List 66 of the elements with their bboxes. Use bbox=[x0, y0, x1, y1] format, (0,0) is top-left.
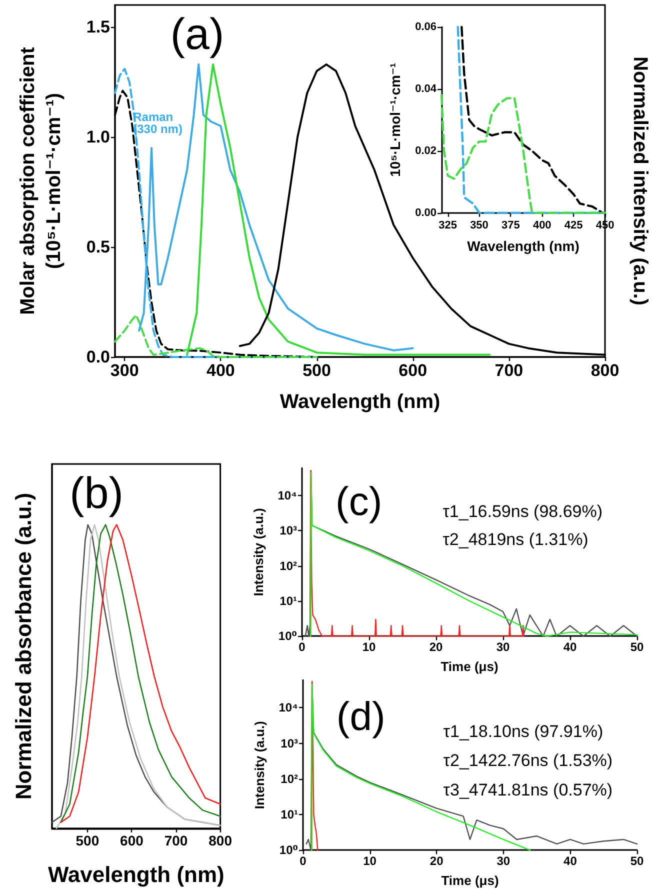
x-tick-label: 30 bbox=[496, 854, 510, 868]
x-tick-label: 700 bbox=[494, 361, 524, 380]
x-tick-label: 400 bbox=[532, 219, 552, 232]
x-tick-label: 350 bbox=[470, 219, 488, 232]
x-tick-label: 500 bbox=[76, 832, 100, 848]
x-tick-label: 20 bbox=[429, 640, 443, 654]
y-tick-label: 10¹ bbox=[280, 808, 298, 822]
y-tick-label: 10³ bbox=[280, 736, 298, 750]
annotation: τ1_16.59ns (98.69%) bbox=[442, 502, 603, 521]
y-tick-label: 0.02 bbox=[415, 144, 437, 157]
x-tick-label: 800 bbox=[208, 832, 232, 848]
x-axis-title: Time (μs) bbox=[440, 659, 498, 674]
annotation: (d) bbox=[336, 695, 386, 740]
x-axis-title: Wavelength (nm) bbox=[48, 862, 224, 888]
annotation: τ3_4741.81ns (0.57%) bbox=[443, 780, 613, 800]
annotation: τ2_1422.76ns (1.53%) bbox=[443, 751, 613, 770]
x-tick-label: 600 bbox=[398, 361, 428, 380]
x-tick-label: 40 bbox=[564, 854, 578, 868]
y-axis-title: Intensity (a.u.) bbox=[252, 721, 267, 810]
y-tick-label: 10⁰ bbox=[278, 629, 297, 644]
y-tick-label: 10² bbox=[280, 772, 298, 786]
x-tick-label: 0 bbox=[298, 640, 306, 654]
annotation: τ1_18.10ns (97.91%) bbox=[443, 722, 604, 741]
y-axis-title: Molar absorption coefficient (10⁵·L·mol⁻¹·cm⁻¹) bbox=[17, 46, 65, 315]
y-axis-title: 10⁵·L·mol⁻¹·cm⁻¹ bbox=[387, 62, 404, 177]
y-tick-label: 10⁰ bbox=[279, 843, 298, 858]
x-tick-label: 425 bbox=[564, 219, 583, 232]
y-tick-label: 1.5 bbox=[86, 18, 110, 36]
x-tick-label: 400 bbox=[206, 361, 235, 380]
x-tick-label: 325 bbox=[438, 219, 457, 232]
x-axis-title: Wavelength (nm) bbox=[467, 238, 580, 254]
x-tick-label: 500 bbox=[302, 361, 331, 380]
y-axis-title: Intensity (a.u.) bbox=[250, 508, 266, 596]
y-tick-label: 0.5 bbox=[86, 238, 110, 256]
y-axis-title: Normalized absorbance (a.u.) bbox=[11, 492, 36, 800]
x-tick-label: 0 bbox=[300, 854, 307, 868]
y-tick-label: 0.04 bbox=[415, 82, 438, 95]
x-tick-label: 375 bbox=[502, 219, 520, 232]
x-tick-label: 30 bbox=[496, 640, 510, 654]
x-tick-label: 40 bbox=[563, 640, 577, 654]
x-axis-title: Wavelength (nm) bbox=[280, 391, 440, 413]
line-series bbox=[114, 314, 318, 358]
y-tick-label: 0.0 bbox=[86, 348, 110, 366]
y2-axis-title: Normalized intensity (a.u.) bbox=[629, 56, 651, 306]
x-tick-label: 20 bbox=[430, 854, 444, 868]
y-tick-label: 10⁴ bbox=[278, 700, 298, 715]
x-tick-label: 300 bbox=[110, 361, 139, 380]
y-tick-label: 10³ bbox=[280, 524, 298, 538]
x-axis-title: Time (μs) bbox=[441, 873, 499, 888]
x-tick-label: 10 bbox=[362, 640, 376, 654]
x-tick-label: 10 bbox=[363, 854, 377, 868]
annotation: (c) bbox=[336, 480, 382, 524]
y-tick-label: 0.06 bbox=[415, 21, 437, 33]
x-tick-label: 700 bbox=[164, 832, 188, 848]
x-tick-label: 800 bbox=[590, 361, 620, 380]
x-tick-label: 50 bbox=[630, 640, 644, 654]
annotation: τ2_4819ns (1.31%) bbox=[442, 530, 588, 549]
x-tick-label: 600 bbox=[120, 832, 144, 848]
y-tick-label: 0.00 bbox=[415, 206, 437, 219]
annotation: (a) bbox=[170, 10, 224, 59]
y-tick-label: 10² bbox=[280, 558, 298, 573]
y-tick-label: 10⁴ bbox=[278, 488, 298, 502]
y-tick-label: 10¹ bbox=[280, 594, 298, 608]
y-tick-label: 1.0 bbox=[86, 128, 110, 146]
text: (b) bbox=[70, 468, 124, 518]
x-tick-label: 50 bbox=[630, 854, 644, 868]
